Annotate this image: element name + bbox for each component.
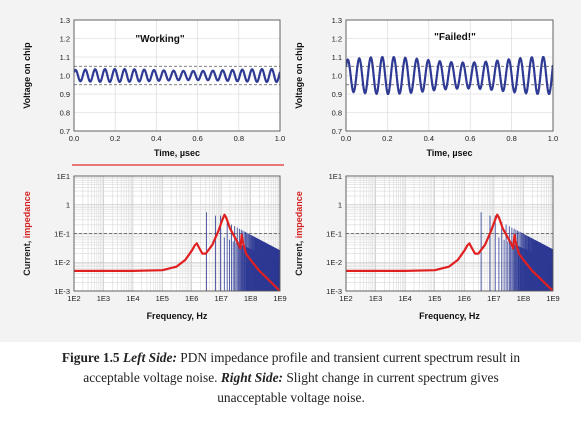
- right-time-chart: "Failed!" 0.0 0.2 0.4 0.6 0.8 1.0 0.7 0.8 0.9 1.0 1…: [294, 16, 558, 158]
- y-label-impedance: impedance: [294, 191, 304, 238]
- caption-left-title: Left Side:: [122, 350, 177, 365]
- left-time-x-axis-label: Time, µsec: [154, 148, 200, 158]
- x-tick-label: 1.0: [548, 134, 558, 143]
- y-tick-label: 0.7: [60, 127, 70, 136]
- x-tick-label: 0.4: [424, 134, 434, 143]
- x-tick-label: 1E6: [458, 294, 471, 303]
- y-tick-label: 1E1: [57, 172, 70, 181]
- x-tick-label: 1E4: [398, 294, 411, 303]
- y-tick-label: 1E-2: [54, 258, 70, 267]
- y-tick-label: 1.3: [60, 16, 70, 25]
- y-tick-label: 0.8: [60, 108, 70, 117]
- x-tick-label: 1E7: [487, 294, 500, 303]
- y-tick-label: 1.0: [60, 71, 70, 80]
- left-time-chart: "Working" 0.0 0.2 0.4 0.6 0.8 1.0 0.7 0.8 0.9 1.0 1…: [22, 16, 285, 158]
- right-time-y-axis-label: Voltage on chip: [294, 42, 304, 109]
- caption-label: Figure 1.5: [61, 350, 120, 365]
- x-tick-label: 1.0: [275, 134, 285, 143]
- y-tick-label: 1.0: [332, 71, 342, 80]
- caption-left-text: PDN impedance profile and transient curr…: [83, 350, 521, 385]
- y-label-impedance: impedance: [22, 191, 32, 238]
- x-tick-label: 1E9: [546, 294, 559, 303]
- y-tick-label: 1E-1: [54, 229, 70, 238]
- left-freq-x-axis-label: Frequency, Hz: [147, 311, 208, 321]
- x-tick-label: 0.8: [506, 134, 516, 143]
- y-tick-label: 1.1: [60, 53, 70, 62]
- left-time-voltage-line: [74, 67, 280, 84]
- y-tick-label: 1E-1: [326, 229, 342, 238]
- x-tick-label: 0.0: [69, 134, 79, 143]
- y-tick-label: 1.2: [332, 34, 342, 43]
- x-tick-label: 0.8: [234, 134, 244, 143]
- y-tick-label: 1E-3: [326, 287, 342, 296]
- right-time-x-axis-label: Time, µsec: [426, 148, 472, 158]
- right-time-frame: [345, 19, 554, 132]
- y-tick-label: 0.7: [332, 127, 342, 136]
- y-tick-label: 1: [66, 201, 70, 210]
- x-tick-label: 1E5: [156, 294, 169, 303]
- y-tick-label: 0.8: [332, 108, 342, 117]
- right-freq-y-axis-label: Current, impedance: [294, 191, 304, 276]
- y-tick-label: 0.9: [332, 90, 342, 99]
- left-freq-chart: 1E2 1E3 1E4 1E5 1E6 1E7 1E8 1E9 1E-3 1E-2 1E-1 1 1E1…: [22, 172, 287, 321]
- y-tick-label: 1.1: [332, 53, 342, 62]
- x-tick-label: 0.2: [110, 134, 120, 143]
- right-freq-impedance-line: [346, 213, 553, 291]
- right-freq-chart: 1E2 1E3 1E4 1E5 1E6 1E7 1E8 1E9 1E-3 1E-2 1E-1 1 1E1…: [294, 172, 560, 321]
- x-tick-label: 1E3: [369, 294, 382, 303]
- left-time-annotation: "Working": [135, 34, 185, 45]
- caption-right-title: Right Side:: [220, 370, 283, 385]
- x-tick-label: 0.6: [192, 134, 202, 143]
- y-tick-label: 1.3: [332, 16, 342, 25]
- right-freq-current-spectrum: [480, 212, 553, 291]
- x-tick-label: 1E2: [339, 294, 352, 303]
- x-tick-label: 1E2: [67, 294, 80, 303]
- right-time-annotation: "Failed!": [434, 32, 476, 43]
- x-tick-label: 1E9: [273, 294, 286, 303]
- y-tick-label: 1E-2: [326, 258, 342, 267]
- y-tick-label: 1.2: [60, 34, 70, 43]
- y-tick-label: 1E1: [329, 172, 342, 181]
- left-freq-impedance-line: [74, 213, 280, 291]
- x-tick-label: 1E5: [428, 294, 441, 303]
- x-tick-label: 1E3: [97, 294, 110, 303]
- x-tick-label: 1E8: [244, 294, 257, 303]
- left-freq-y-axis-label: Current, impedance: [22, 191, 32, 276]
- x-tick-label: 0.0: [341, 134, 351, 143]
- x-tick-label: 1E7: [214, 294, 227, 303]
- right-time-voltage-line: [346, 55, 553, 96]
- x-tick-label: 1E6: [185, 294, 198, 303]
- y-label-current: Current,: [294, 238, 304, 276]
- x-tick-label: 0.6: [465, 134, 475, 143]
- figure-svg: "Working" 0.0 0.2 0.4 0.6 0.8 1.0 0.7 0.8 0.9 1.0 1…: [22, 16, 560, 321]
- right-freq-frame: [345, 175, 554, 292]
- figure-caption: Figure 1.5 Left Side: PDN impedance prof…: [60, 348, 522, 408]
- y-tick-label: 1: [338, 201, 342, 210]
- left-freq-frame: [73, 175, 281, 292]
- y-tick-label: 0.9: [60, 90, 70, 99]
- y-tick-label: 1E-3: [54, 287, 70, 296]
- caption-right-text: Slight change in current spectrum gives …: [217, 370, 499, 405]
- left-time-frame: [73, 19, 281, 132]
- figure-panels: "Working" 0.0 0.2 0.4 0.6 0.8 1.0 0.7 0.8 0.9 1.0 1…: [0, 0, 581, 342]
- left-time-y-axis-label: Voltage on chip: [22, 42, 32, 109]
- x-tick-label: 0.4: [151, 134, 161, 143]
- x-tick-label: 0.2: [382, 134, 392, 143]
- right-freq-x-axis-label: Frequency, Hz: [419, 311, 480, 321]
- x-tick-label: 1E4: [126, 294, 139, 303]
- x-tick-label: 1E8: [517, 294, 530, 303]
- y-label-current: Current,: [22, 238, 32, 276]
